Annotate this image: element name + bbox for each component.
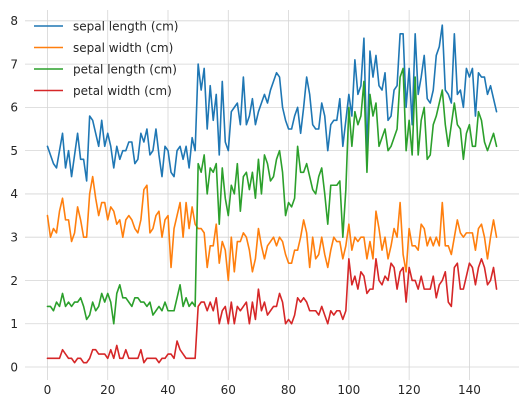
legend-label-0: sepal length (cm) <box>73 19 178 33</box>
y-axis-ticks: 0 1 2 3 4 5 6 7 8 <box>10 14 18 374</box>
legend-label-3: petal width (cm) <box>73 84 172 98</box>
y-tick-label: 4 <box>10 187 18 201</box>
series-line-2 <box>46 67 498 325</box>
y-tick-label: 3 <box>10 230 18 244</box>
legend: sepal length (cm) sepal width (cm) petal l… <box>34 19 178 98</box>
x-tick-label: 0 <box>44 383 52 397</box>
x-tick-label: 20 <box>100 383 115 397</box>
x-tick-label: 40 <box>160 383 175 397</box>
legend-label-1: sepal width (cm) <box>73 41 173 55</box>
plot-area <box>25 10 519 380</box>
y-tick-label: 6 <box>10 101 18 115</box>
x-axis-ticks: 0 20 40 60 80 100 120 140 <box>44 383 481 397</box>
y-tick-label: 1 <box>10 317 18 331</box>
y-tick-label: 8 <box>10 14 18 28</box>
y-tick-label: 5 <box>10 144 18 158</box>
x-tick-label: 140 <box>458 383 481 397</box>
grid <box>25 10 519 380</box>
x-tick-label: 60 <box>221 383 236 397</box>
y-tick-label: 0 <box>10 360 18 374</box>
legend-label-2: petal length (cm) <box>73 62 177 76</box>
y-tick-label: 7 <box>10 57 18 71</box>
y-tick-label: 2 <box>10 274 18 288</box>
series-line-1 <box>46 175 498 282</box>
x-tick-label: 120 <box>398 383 421 397</box>
series-line-0 <box>46 24 498 182</box>
series-line-3 <box>46 258 498 364</box>
x-tick-label: 100 <box>337 383 360 397</box>
x-tick-label: 80 <box>281 383 296 397</box>
series-lines <box>46 24 498 364</box>
